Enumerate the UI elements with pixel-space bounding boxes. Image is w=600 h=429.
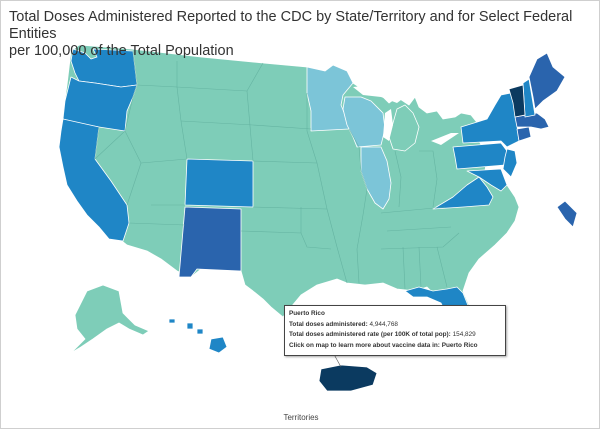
lake-erie	[431, 133, 459, 145]
tooltip-title: Puerto Rico	[289, 310, 325, 317]
map-title-line-1: Total Doses Administered Reported to the…	[9, 9, 573, 42]
state-connecticut[interactable]	[516, 126, 532, 142]
tooltip-doses-value: 4,944,768	[369, 320, 398, 328]
territories-label: Territories	[283, 413, 319, 422]
state-minnesota[interactable]	[306, 64, 354, 132]
lake-michigan	[383, 109, 393, 141]
state-hawaii[interactable]	[168, 318, 228, 354]
state-wisconsin[interactable]	[342, 96, 386, 148]
tooltip-cta: Click on map to learn more about vaccine…	[289, 341, 478, 349]
state-new-jersey[interactable]	[502, 148, 518, 178]
map-tooltip: Puerto Rico Total doses administered: 4,…	[284, 305, 506, 356]
state-california[interactable]	[58, 118, 130, 242]
map-title: Total Doses Administered Reported to the…	[9, 9, 589, 60]
tooltip-rate-value: 154,829	[452, 331, 476, 338]
lake-superior	[353, 85, 405, 103]
state-vermont[interactable]	[508, 84, 526, 118]
map-title-line-2: per 100,000 of the Total Population	[9, 43, 234, 59]
state-alaska[interactable]	[70, 284, 150, 354]
state-borders	[94, 50, 460, 290]
state-massachusetts[interactable]	[514, 112, 550, 130]
tooltip-doses-label: Total doses administered:	[289, 320, 368, 328]
territory-puerto-rico[interactable]	[318, 364, 378, 392]
tooltip-doses-row: Total doses administered: 4,944,768	[289, 320, 501, 331]
state-colorado[interactable]	[184, 158, 254, 208]
state-pennsylvania[interactable]	[452, 142, 508, 170]
state-virginia[interactable]	[432, 176, 494, 210]
state-maryland-delaware[interactable]	[466, 168, 508, 192]
tooltip-rate-label: Total doses administered rate (per 100K …	[289, 331, 451, 338]
state-maine[interactable]	[528, 52, 566, 110]
territory-island-east[interactable]	[556, 200, 578, 228]
tooltip-rate-row: Total doses administered rate (per 100K …	[289, 330, 501, 341]
state-new-mexico[interactable]	[178, 206, 242, 278]
